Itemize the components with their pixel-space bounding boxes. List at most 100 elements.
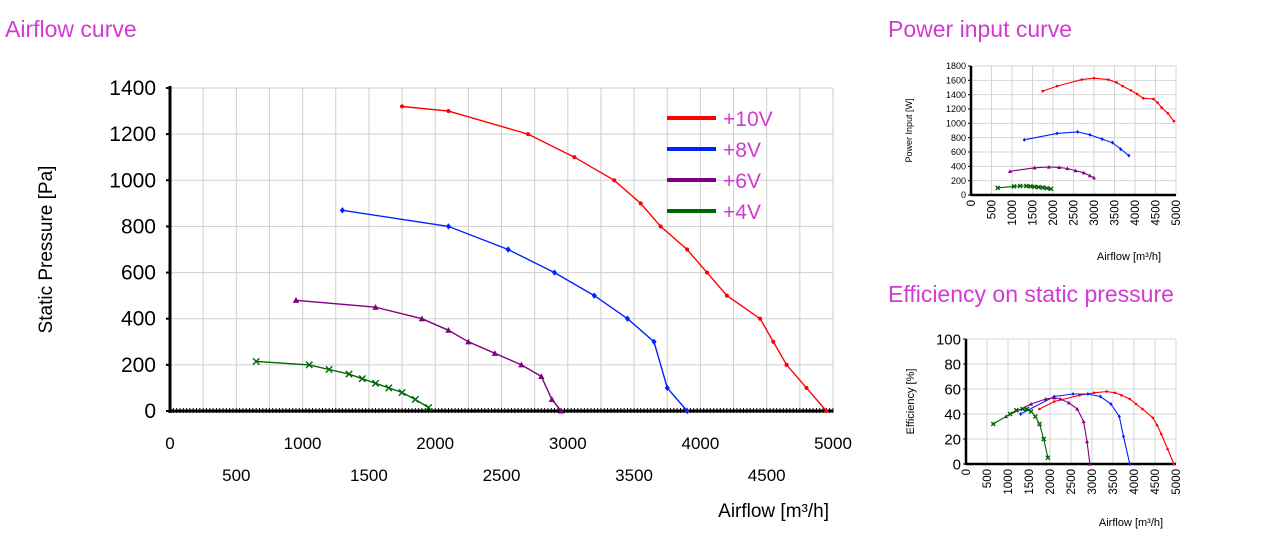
x-tick-label: 1000: [1007, 200, 1019, 226]
y-tick-label: 100: [936, 331, 961, 348]
data-point-s0-11: [1156, 101, 1159, 104]
data-point-s2-5: [1073, 168, 1078, 173]
data-point-s0-14: [824, 408, 829, 414]
data-point-s0-7: [1128, 397, 1132, 401]
data-point-s0-13: [804, 385, 809, 391]
data-point-s3-3: [1020, 406, 1026, 412]
data-point-s3-0: [990, 421, 996, 427]
data-point-s3-8: [1041, 436, 1047, 442]
data-point-s0-1: [1052, 400, 1056, 403]
data-point-s3-9: [1045, 455, 1051, 461]
x-tick-label: 1500: [1024, 469, 1036, 495]
x-tick-label: 3000: [549, 434, 587, 453]
data-point-s0-0: [399, 104, 405, 109]
data-point-s3-2: [1013, 407, 1019, 413]
data-point-s0-14: [1172, 119, 1176, 123]
x-tick-label: 2000: [1048, 200, 1060, 226]
data-point-s3-7: [398, 388, 406, 397]
y-tick-label: 1400: [946, 90, 966, 100]
airflow-chart-heading: Airflow curve: [5, 16, 137, 42]
data-point-s0-14: [1172, 462, 1176, 466]
y-tick-label: 600: [951, 147, 966, 157]
series-line-3: [256, 360, 429, 409]
data-point-s0-0: [1038, 407, 1041, 411]
data-point-s1-2: [1071, 392, 1075, 396]
data-point-s0-4: [1105, 390, 1108, 393]
x-tick-label: 3000: [1089, 200, 1101, 226]
data-point-s2-2: [1043, 397, 1048, 401]
data-point-s1-4: [1098, 394, 1102, 399]
data-point-s1-5: [1109, 402, 1113, 406]
y-tick-label: 1800: [946, 61, 966, 71]
data-point-s1-5: [1110, 140, 1115, 145]
data-point-s2-4: [1065, 166, 1070, 171]
x-tick-label: 3500: [1110, 200, 1122, 226]
data-point-s3-9: [424, 403, 433, 412]
data-point-s0-11: [1155, 423, 1159, 427]
series-line-1: [342, 209, 688, 412]
y-tick-label: 20: [944, 431, 961, 448]
y-tick-label: 40: [944, 406, 961, 423]
data-point-s2-6: [518, 361, 525, 368]
airflow-chart: 0 200 400 600 800 1000 1200 1400 0 500 1000 1500 200…: [36, 77, 852, 522]
x-tick-label: 3000: [1087, 469, 1099, 495]
x-tick-label: 0: [961, 469, 973, 475]
y-tick-label: 0: [961, 190, 966, 200]
y-tick-label: 400: [951, 161, 966, 171]
x-axis-label: Airflow [m³/h]: [1099, 517, 1163, 529]
data-point-s3-6: [385, 384, 393, 392]
data-point-s1-4: [1100, 137, 1104, 142]
data-point-s0-7: [685, 247, 690, 252]
data-point-s3-7: [1040, 184, 1046, 190]
data-point-s0-7: [1129, 89, 1133, 92]
data-point-s0-12: [784, 362, 789, 367]
data-point-s0-2: [1078, 393, 1081, 397]
series-line-3: [993, 408, 1049, 458]
data-point-s3-0: [252, 357, 260, 366]
data-point-s2-6: [1081, 170, 1086, 175]
data-point-s2-9: [1087, 462, 1092, 466]
data-point-s0-5: [1113, 391, 1117, 395]
data-point-s0-11: [771, 339, 776, 344]
y-tick-label: 0: [953, 456, 961, 473]
x-tick-label: 5000: [814, 434, 852, 453]
y-tick-label: 400: [121, 308, 156, 331]
data-point-s2-8: [548, 396, 556, 403]
x-tick-label: 2500: [1066, 469, 1078, 495]
series-line-2: [295, 299, 562, 412]
series-line-2: [1009, 166, 1095, 179]
data-point-s0-1: [1055, 84, 1059, 88]
data-point-s0-9: [1141, 96, 1145, 100]
legend-label: +8V: [723, 139, 761, 162]
y-tick-label: 60: [944, 381, 961, 398]
power-chart-heading: Power input curve: [888, 16, 1073, 42]
data-point-s1-8: [1128, 462, 1132, 466]
x-tick-label: 3500: [615, 466, 653, 485]
x-tick-label: 0: [966, 200, 978, 206]
data-point-s1-4: [591, 292, 597, 299]
data-point-s0-2: [525, 132, 531, 137]
data-point-s2-7: [1081, 419, 1086, 424]
data-point-s3-1: [1007, 411, 1013, 417]
x-tick-label: 4500: [748, 466, 786, 485]
data-point-s0-12: [1160, 106, 1163, 109]
efficiency-chart-heading: Efficiency on static pressure: [888, 281, 1174, 307]
data-point-s0-9: [1141, 407, 1144, 411]
data-point-s2-1: [1029, 402, 1034, 406]
data-point-s3-0: [995, 185, 1001, 191]
data-point-s3-3: [345, 370, 353, 378]
y-tick-label: 1000: [109, 169, 156, 192]
data-point-s0-5: [638, 201, 643, 206]
data-point-s0-3: [572, 155, 577, 160]
data-point-s1-3: [551, 269, 558, 276]
x-tick-label: 4500: [1150, 469, 1162, 495]
series-line-2: [1005, 397, 1091, 465]
y-tick-label: 800: [121, 215, 156, 238]
data-point-s2-8: [1092, 175, 1096, 180]
x-tick-label: 4000: [1129, 469, 1141, 495]
x-tick-label: 500: [987, 200, 999, 219]
data-point-s1-0: [339, 207, 345, 214]
y-axis-label: Power Input [W]: [904, 98, 914, 162]
x-tick-label: 5000: [1171, 469, 1183, 495]
data-point-s3-5: [1028, 409, 1034, 414]
